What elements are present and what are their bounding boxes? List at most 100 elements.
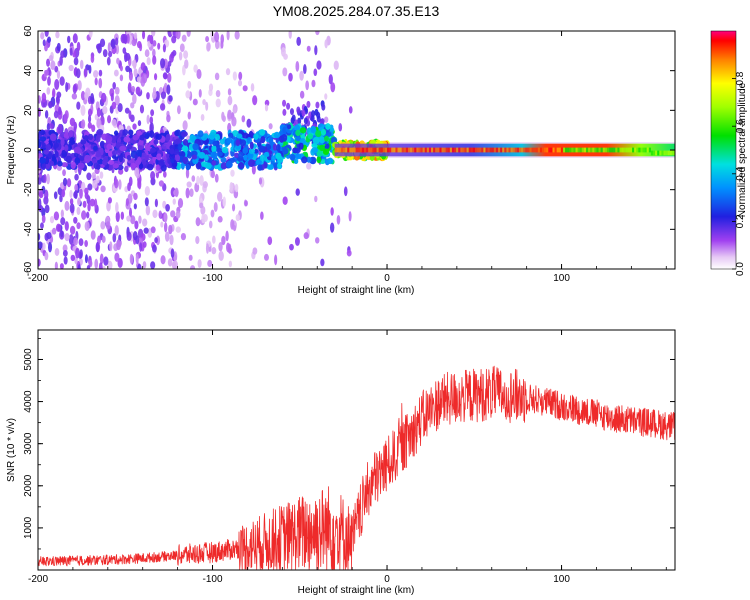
heatmap-cell <box>126 33 130 44</box>
heatmap-cell <box>650 150 654 156</box>
heatmap-cell <box>90 230 96 240</box>
heatmap-cell <box>128 207 133 218</box>
heatmap-cell <box>57 187 63 196</box>
heatmap-cell <box>311 147 319 154</box>
heatmap-cell <box>137 179 142 190</box>
heatmap-cell <box>179 155 184 163</box>
heatmap-cell <box>197 130 204 138</box>
heatmap-cell <box>268 137 274 145</box>
heatmap-cell <box>39 157 47 164</box>
heatmap-cell <box>42 39 46 47</box>
heatmap-cell <box>196 175 200 186</box>
heatmap-cell <box>521 147 524 153</box>
heatmap-cell <box>64 233 70 242</box>
heatmap-cell <box>330 82 336 93</box>
heatmap-cell <box>324 116 329 123</box>
heatmap-cell <box>426 147 430 153</box>
heatmap-cell <box>268 164 274 170</box>
heatmap-cell <box>401 147 404 153</box>
heatmap-cell <box>195 236 200 245</box>
heatmap-cell <box>150 261 156 269</box>
heatmap-cell <box>299 70 304 81</box>
heatmap-cell <box>424 147 427 153</box>
heatmap-cell <box>165 203 170 212</box>
heatmap-cell <box>443 147 446 153</box>
heatmap-cell <box>91 158 97 164</box>
heatmap-cell <box>84 154 91 163</box>
heatmap-cell <box>246 136 252 144</box>
heatmap-cell <box>283 53 288 60</box>
heatmap-cell <box>259 129 266 136</box>
heatmap-cell <box>289 243 294 251</box>
colorbar: 0.0 0.2 0.4 0.6 0.8 Normalized spectral ampl… <box>710 30 748 276</box>
heatmap-cell <box>329 127 335 133</box>
heatmap-cell <box>162 170 167 178</box>
heatmap-cell <box>351 147 354 153</box>
heatmap-cell <box>119 145 127 152</box>
heatmap-cell <box>89 198 96 207</box>
heatmap-cell <box>153 139 159 145</box>
heatmap-cell <box>189 188 194 197</box>
heatmap-cell <box>84 187 89 195</box>
heatmap-cell <box>185 187 190 199</box>
heatmap-cell <box>167 60 172 67</box>
heatmap-cell <box>234 31 240 40</box>
heatmap-cell <box>140 152 147 159</box>
heatmap-cell <box>232 71 238 81</box>
heatmap-cell <box>107 197 112 204</box>
heatmap-cell <box>293 158 299 165</box>
heatmap-cell <box>366 147 369 153</box>
heatmap-cell <box>613 147 616 153</box>
heatmap-cell <box>88 259 93 268</box>
heatmap-cell <box>187 111 192 120</box>
heatmap-cell <box>291 114 296 122</box>
heatmap-cell <box>47 36 52 43</box>
heatmap-cell <box>60 138 65 147</box>
heatmap-cell <box>212 141 218 147</box>
heatmap-cell <box>244 200 248 207</box>
heatmap-cell <box>325 143 330 149</box>
heatmap-cell <box>454 147 457 153</box>
heatmap-cell <box>420 147 423 153</box>
heatmap-cell <box>661 150 664 156</box>
heatmap-cell <box>301 156 308 164</box>
heatmap-cell <box>48 101 53 109</box>
heatmap-cell <box>94 258 99 269</box>
heatmap-cell <box>552 147 555 153</box>
heatmap-cell <box>447 147 450 153</box>
heatmap-cell <box>214 173 219 183</box>
heatmap-cell <box>483 147 486 153</box>
snr-plot-area <box>38 330 675 570</box>
heatmap-cell <box>539 147 543 153</box>
heatmap-cell <box>226 31 230 41</box>
heatmap-cell <box>46 231 52 240</box>
heatmap-cell <box>109 241 113 252</box>
heatmap-cell <box>72 33 78 44</box>
heatmap-cell <box>673 150 675 156</box>
heatmap-cell <box>167 72 172 83</box>
heatmap-cell <box>168 95 173 102</box>
heatmap-cell <box>82 200 87 208</box>
heatmap-cell <box>289 108 294 116</box>
heatmap-cell <box>162 200 167 209</box>
heatmap-cell <box>218 241 223 252</box>
heatmap-cell <box>106 200 111 212</box>
y-tick-label: -60 <box>23 261 34 276</box>
heatmap-cell <box>170 248 175 259</box>
heatmap-cell <box>172 198 176 205</box>
y-tick-label: 5000 <box>23 348 34 371</box>
heatmap-cell <box>127 82 132 93</box>
heatmap-cell <box>46 123 51 131</box>
heatmap-cell <box>435 147 438 153</box>
heatmap-cell <box>412 147 415 153</box>
heatmap-cell <box>113 130 119 136</box>
heatmap-cell <box>118 154 123 163</box>
heatmap-cell <box>272 143 277 151</box>
heatmap-cell <box>210 209 215 218</box>
heatmap-cell <box>376 147 379 153</box>
heatmap-cell <box>428 147 432 153</box>
heatmap-cell <box>117 137 122 144</box>
heatmap-cell <box>182 139 189 146</box>
heatmap-cell <box>374 147 377 153</box>
heatmap-cell <box>132 93 137 105</box>
